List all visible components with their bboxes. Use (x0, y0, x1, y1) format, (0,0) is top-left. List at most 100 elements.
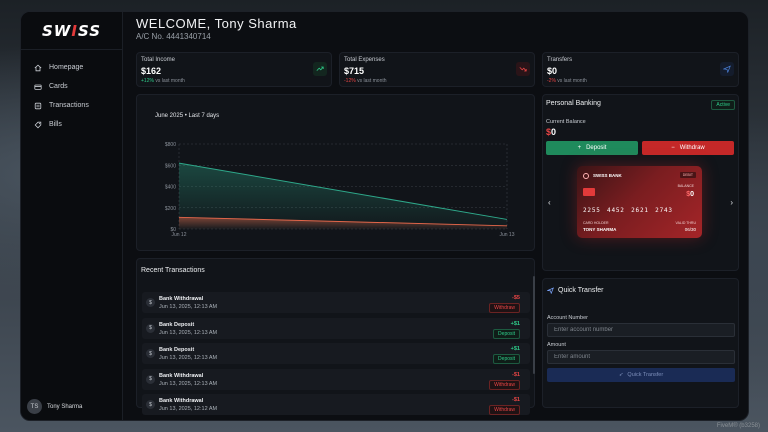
table-row[interactable]: $ Bank Withdrawal Jun 13, 2025, 12:12 AM -$… (142, 394, 530, 415)
transaction-title: Bank Withdrawal (159, 296, 204, 302)
amount-input[interactable] (547, 350, 735, 364)
card-icon (34, 84, 42, 90)
banking-app-window: SWISS Homepage Cards Transactions Bills … (20, 11, 749, 421)
sidebar-item-transactions[interactable]: Transactions (21, 96, 122, 115)
series-line-0 (178, 162, 508, 220)
home-icon (34, 64, 42, 71)
series-area-0 (179, 163, 507, 229)
section-title: Personal Banking (546, 100, 601, 107)
x-tick-label: Jun 13 (499, 232, 514, 238)
stat-value: $0 (547, 66, 558, 76)
send-icon (547, 287, 554, 294)
chart-canvas: $0 $200 $400 $600 $800 Jun 12 Jun 13 (165, 142, 515, 238)
send-icon: ➶ (618, 372, 624, 378)
transaction-date: Jun 13, 2025, 12:13 AM (159, 304, 218, 310)
trending-up-icon (313, 62, 327, 76)
watermark: FiveM® (b3258) (716, 423, 760, 429)
table-row[interactable]: $ Bank Deposit Jun 13, 2025, 12:13 AM +$1 De… (142, 343, 530, 364)
transaction-amount: -$1 (512, 371, 520, 378)
chevron-left-icon[interactable]: ‹ (548, 198, 551, 207)
card-balance: $0 (686, 191, 694, 198)
transaction-date: Jun 13, 2025, 12:13 AM (159, 355, 218, 361)
y-tick-label: $800 (165, 142, 176, 148)
card-holder: TONY SHARMA (583, 227, 617, 232)
bank-logo-icon (583, 173, 589, 179)
section-title: Quick Transfer (547, 287, 604, 294)
stat-card-expenses: Total Expenses $715 -12% vs last month (339, 52, 535, 87)
chevron-right-icon[interactable]: › (730, 198, 733, 207)
chip-icon (583, 188, 595, 196)
x-tick-label: Jun 12 (171, 232, 186, 238)
dollar-icon: $ (146, 298, 155, 307)
stat-label: Transfers (547, 57, 573, 63)
card-number: 2255 4452 2621 2743 (583, 207, 673, 214)
recent-transactions-panel: Recent Transactions $ Bank Withdrawal Jun … (136, 258, 535, 415)
transaction-type-badge: Deposit (493, 328, 520, 339)
y-tick-label: $600 (165, 163, 176, 169)
account-number: A/C No. 4441340714 (136, 32, 211, 41)
transactions-icon (34, 102, 42, 109)
tag-icon (34, 121, 42, 128)
main-content: WELCOME, Tony Sharma A/C No. 4441340714 … (123, 12, 748, 420)
dollar-icon: $ (146, 374, 155, 384)
sidebar-item-cards[interactable]: Cards (21, 77, 122, 96)
dollar-icon: $ (146, 349, 155, 358)
account-number-input[interactable] (547, 323, 735, 337)
transaction-type-badge: Withdraw (489, 303, 520, 313)
balance-chart: June 2025 • Last 7 days $0 $200 $400 $600 $8… (136, 94, 535, 251)
balance-label: Current Balance (546, 119, 586, 125)
status-badge: Active (711, 100, 735, 110)
table-row[interactable]: $ Bank Deposit Jun 13, 2025, 12:13 AM +$1 De… (142, 317, 530, 339)
card-expiry: 06/30 (684, 227, 696, 232)
deposit-button[interactable]: + Deposit (546, 141, 638, 155)
y-tick-label: $400 (165, 185, 176, 191)
sidebar-item-homepage[interactable]: Homepage (21, 58, 122, 77)
sidebar-item-label: Transactions (49, 102, 89, 109)
dollar-icon: $ (146, 400, 155, 409)
trending-down-icon (516, 62, 530, 76)
swiss-logo: SWISS (21, 12, 122, 50)
transaction-type-badge: Deposit (493, 354, 520, 364)
sidebar-item-bills[interactable]: Bills (21, 115, 122, 134)
stat-label: Total Income (141, 57, 176, 63)
user-profile[interactable]: TS Tony Sharma (27, 399, 82, 414)
stat-label: Total Expenses (344, 57, 385, 63)
transaction-type-badge: Withdraw (489, 405, 520, 415)
welcome-header: WELCOME, Tony Sharma A/C No. 4441340714 (136, 16, 297, 41)
transactions-scrollbar[interactable] (533, 276, 535, 374)
stat-change: +12% vs last month (141, 78, 185, 84)
sidebar: SWISS Homepage Cards Transactions Bills … (21, 12, 123, 420)
avatar: TS (27, 399, 42, 414)
transaction-title: Bank Withdrawal (159, 398, 204, 404)
transaction-title: Bank Deposit (159, 321, 195, 328)
bank-card[interactable]: SWISS BANK DEBIT BALANCE $0 2255 4452 26… (577, 166, 702, 238)
withdraw-button[interactable]: − Withdraw (642, 141, 734, 155)
transaction-amount: -$5 (512, 295, 520, 301)
personal-banking-panel: Personal Banking Active Current Balance … (542, 94, 739, 271)
dollar-icon: $ (146, 323, 155, 333)
sidebar-item-label: Bills (49, 121, 62, 128)
table-row[interactable]: $ Bank Withdrawal Jun 13, 2025, 12:13 AM -$… (142, 292, 530, 313)
transaction-title: Bank Withdrawal (159, 372, 204, 379)
y-tick-label: $200 (165, 206, 176, 212)
sidebar-item-label: Cards (49, 83, 68, 90)
transaction-date: Jun 13, 2025, 12:13 AM (159, 380, 218, 387)
send-icon (720, 62, 734, 76)
card-balance-label: BALANCE (677, 184, 694, 188)
quick-transfer-panel: Quick Transfer Account Number Amount ➶ Q… (542, 278, 739, 408)
card-valid-label: VALID THRU (675, 221, 697, 225)
stat-card-income: Total Income $162 +12% vs last month (136, 52, 332, 87)
transaction-amount: -$1 (512, 397, 520, 403)
stat-change: -12% vs last month (344, 78, 387, 84)
user-name: Tony Sharma (47, 403, 83, 410)
sidebar-item-label: Homepage (49, 64, 84, 71)
chart-title: June 2025 • Last 7 days (155, 113, 220, 119)
balance-value: $0 (546, 127, 557, 137)
stat-value: $162 (141, 66, 162, 76)
quick-transfer-button[interactable]: ➶ Quick Transfer (547, 368, 735, 382)
transaction-date: Jun 13, 2025, 12:12 AM (159, 406, 218, 412)
card-type: DEBIT (679, 172, 696, 178)
page-title: WELCOME, Tony Sharma (136, 16, 297, 31)
transaction-amount: +$1 (510, 346, 520, 352)
table-row[interactable]: $ Bank Withdrawal Jun 13, 2025, 12:13 AM -$… (142, 368, 530, 390)
